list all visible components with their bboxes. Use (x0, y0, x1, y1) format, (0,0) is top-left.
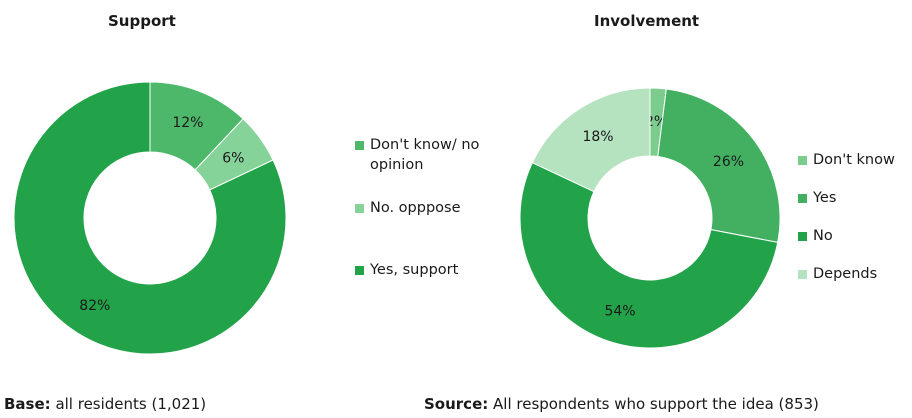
legend-label: Don't know/ no opinion (370, 137, 480, 173)
legend-swatch (355, 204, 364, 213)
involvement-slice-label-2: 54% (604, 303, 635, 319)
legend-label: Depends (813, 266, 878, 282)
legend-swatch (798, 156, 807, 165)
source-footnote-text: All respondents who support the idea (85… (493, 395, 819, 413)
legend-swatch (798, 270, 807, 279)
involvement-legend-item-dont-know: Don't know (798, 150, 895, 170)
support-legend-item-support: Yes, support (355, 260, 458, 280)
legend-label: No. opppose (370, 200, 461, 216)
base-footnote-label: Base: (4, 395, 51, 413)
involvement-legend-item-yes: Yes (798, 188, 836, 208)
legend-swatch (355, 141, 364, 150)
support-slice-label-1: 6% (222, 150, 244, 166)
base-footnote: Base: all residents (1,021) (4, 395, 206, 413)
source-footnote-label: Source: (424, 395, 489, 413)
legend-label: Yes, support (370, 262, 459, 278)
legend-label: Yes (813, 190, 837, 206)
involvement-slice-3 (531, 87, 651, 193)
involvement-slice-label-3: 18% (582, 129, 613, 145)
support-legend-item-oppose: No. opppose (355, 198, 461, 218)
involvement-legend-item-depends: Depends (798, 264, 877, 284)
legend-label: No (813, 228, 833, 244)
source-footnote: Source: All respondents who support the … (424, 395, 819, 413)
legend-swatch (355, 266, 364, 275)
involvement-slice-2 (519, 161, 779, 349)
legend-label: Don't know (813, 152, 895, 168)
legend-swatch (798, 232, 807, 241)
support-slice-label-2: 82% (79, 298, 110, 314)
involvement-slice-1 (657, 88, 781, 243)
involvement-chart-title: Involvement (594, 12, 700, 30)
support-slice-label-0: 12% (172, 115, 203, 131)
involvement-slice-label-1: 26% (713, 154, 744, 170)
legend-swatch (798, 194, 807, 203)
base-footnote-text: all residents (1,021) (55, 395, 207, 413)
support-chart-title: Support (108, 12, 176, 30)
support-slice-2 (13, 81, 287, 355)
support-legend-item-dont-know: Don't know/ no opinion (355, 135, 500, 175)
involvement-legend-item-no: No (798, 226, 833, 246)
